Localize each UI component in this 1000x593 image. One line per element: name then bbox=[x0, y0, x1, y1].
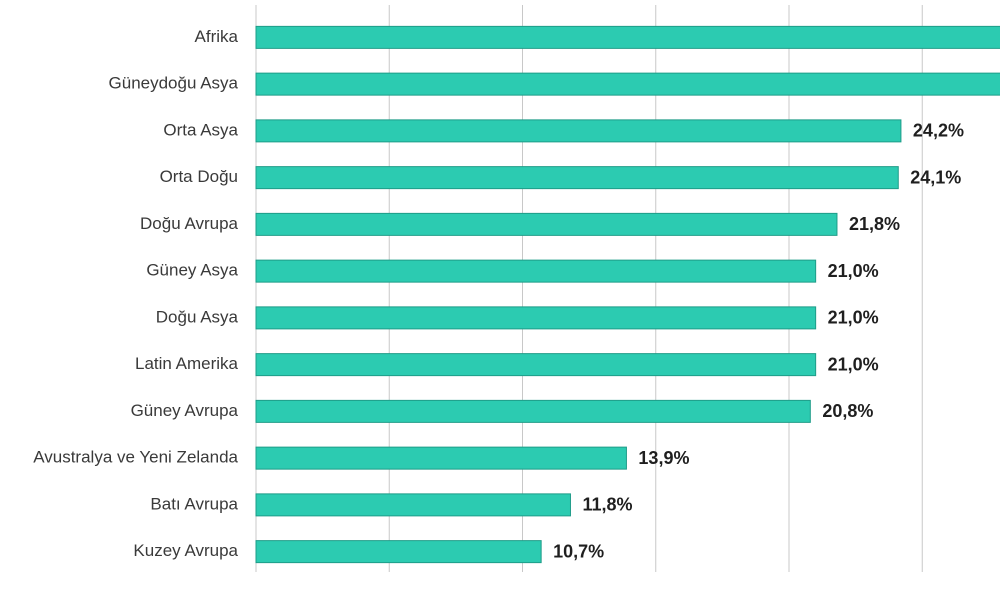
value-label-9: 13,9% bbox=[638, 448, 689, 468]
value-label-8: 20,8% bbox=[822, 401, 873, 421]
category-label-7: Latin Amerika bbox=[135, 354, 239, 373]
category-label-8: Güney Avrupa bbox=[131, 401, 239, 420]
category-label-3: Orta Doğu bbox=[160, 167, 238, 186]
gridlines bbox=[255, 5, 923, 572]
bar-1 bbox=[255, 72, 1000, 96]
category-label-11: Kuzey Avrupa bbox=[133, 541, 238, 560]
bar-7 bbox=[255, 353, 817, 377]
value-label-2: 24,2% bbox=[913, 121, 964, 141]
bar-4 bbox=[255, 212, 838, 236]
bar-9 bbox=[255, 446, 627, 470]
bar-2 bbox=[255, 119, 902, 143]
bar-11 bbox=[255, 540, 542, 564]
category-label-10: Batı Avrupa bbox=[150, 494, 238, 513]
value-label-7: 21,0% bbox=[828, 354, 879, 374]
bars bbox=[255, 25, 1000, 564]
bar-3 bbox=[255, 166, 899, 190]
category-label-9: Avustralya ve Yeni Zelanda bbox=[33, 448, 238, 467]
category-label-2: Orta Asya bbox=[163, 120, 238, 139]
category-label-4: Doğu Avrupa bbox=[140, 214, 239, 233]
bar-5 bbox=[255, 259, 817, 283]
category-label-0: Afrika bbox=[195, 27, 239, 46]
value-label-6: 21,0% bbox=[828, 308, 879, 328]
category-label-6: Doğu Asya bbox=[156, 307, 239, 326]
value-labels: 29,6%29,1%24,2%24,1%21,8%21,0%21,0%21,0%… bbox=[553, 121, 964, 562]
value-label-5: 21,0% bbox=[828, 261, 879, 281]
value-label-10: 11,8% bbox=[582, 495, 632, 515]
bar-10 bbox=[255, 493, 571, 517]
bar-6 bbox=[255, 306, 817, 330]
bar-0 bbox=[255, 25, 1000, 49]
category-labels: Afrika Güneydoğu Asya Orta Asya Orta Doğu Do… bbox=[33, 27, 238, 560]
bar-8 bbox=[255, 399, 811, 423]
category-label-5: Güney Asya bbox=[146, 261, 238, 280]
value-label-3: 24,1% bbox=[910, 167, 961, 187]
value-label-11: 10,7% bbox=[553, 541, 604, 561]
value-label-4: 21,8% bbox=[849, 214, 900, 234]
category-label-1: Güneydoğu Asya bbox=[109, 74, 239, 93]
